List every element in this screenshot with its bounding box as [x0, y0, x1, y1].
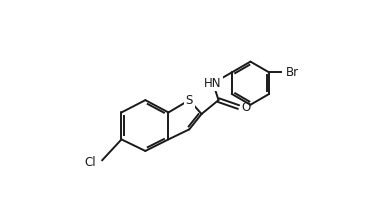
Text: HN: HN: [204, 77, 222, 90]
Text: Cl: Cl: [84, 156, 96, 169]
Text: O: O: [242, 100, 251, 114]
Text: S: S: [185, 94, 193, 107]
Text: Br: Br: [286, 66, 299, 79]
